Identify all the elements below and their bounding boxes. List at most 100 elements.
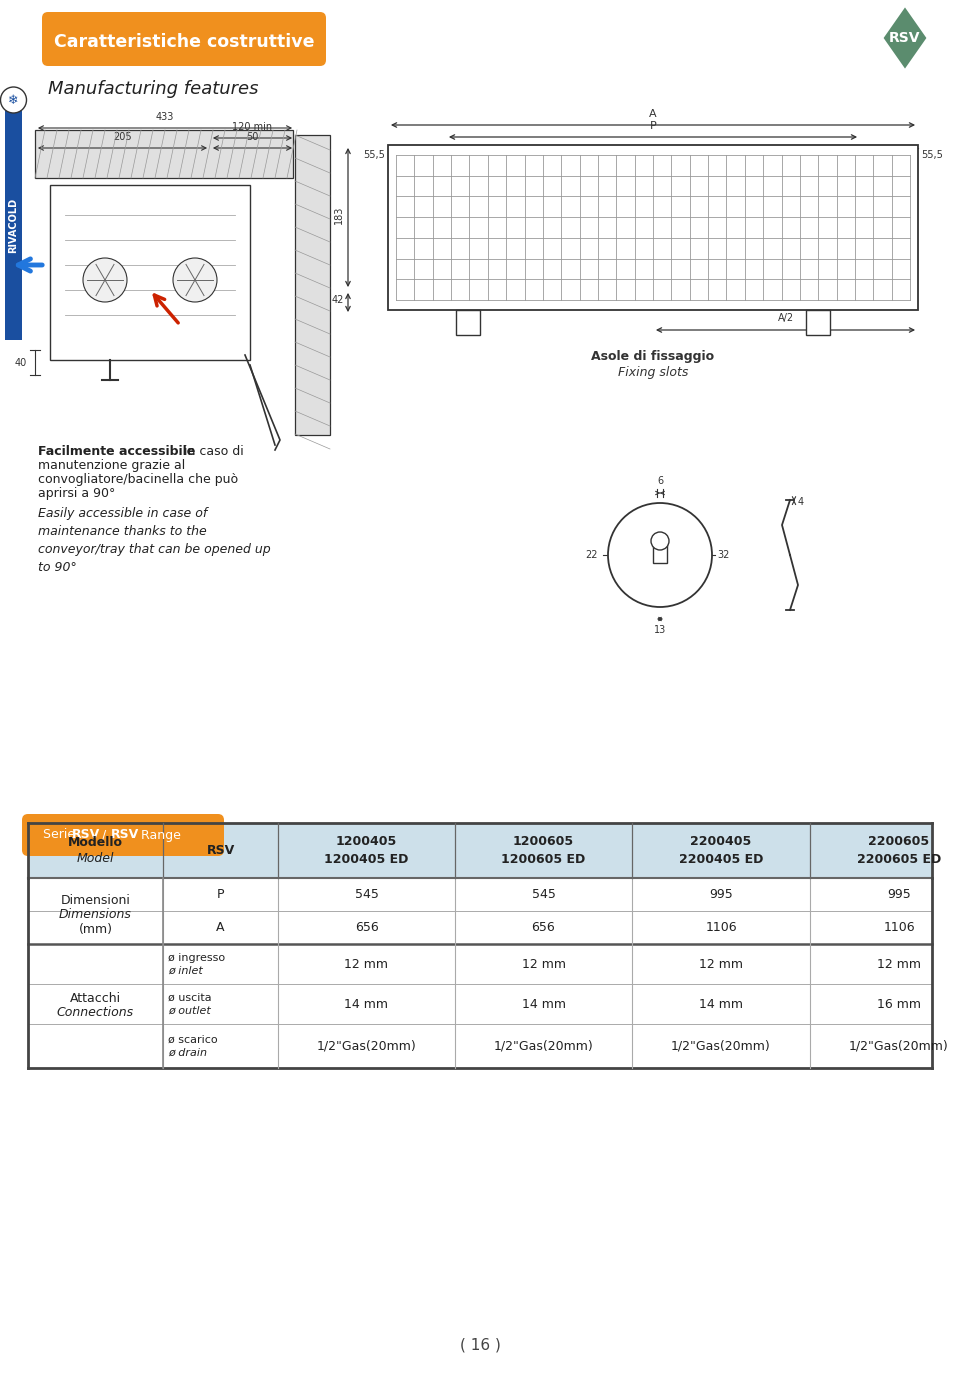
Bar [35,129,293,178]
Text: ø drain: ø drain [168,1049,207,1058]
Bar [28,878,932,1068]
Bar [295,135,330,435]
Circle shape [608,504,712,607]
Text: Manufacturing features: Manufacturing features [48,80,258,98]
Text: 1/2"Gas(20mm): 1/2"Gas(20mm) [850,1039,948,1053]
Text: 14 mm: 14 mm [345,998,389,1010]
Bar [456,310,480,334]
Text: Easily accessible in case of
maintenance thanks to the
conveyor/tray that can be: Easily accessible in case of maintenance… [38,506,271,574]
Text: 2200405: 2200405 [690,835,752,848]
FancyArrowPatch shape [155,294,179,323]
Text: P: P [217,888,225,901]
Text: RSV: RSV [111,828,139,842]
Text: 1106: 1106 [883,921,915,934]
Text: 656: 656 [354,921,378,934]
Text: Modello: Modello [68,837,123,849]
Text: /: / [98,828,110,842]
Bar [653,541,667,563]
Text: 995: 995 [709,888,732,901]
Text: 995: 995 [887,888,911,901]
Text: 1/2"Gas(20mm): 1/2"Gas(20mm) [493,1039,593,1053]
Text: 545: 545 [354,888,378,901]
Text: 205: 205 [113,132,132,142]
Text: ø scarico: ø scarico [168,1035,218,1044]
Text: Facilmente accessibile: Facilmente accessibile [38,444,195,458]
Text: ø outlet: ø outlet [168,1006,211,1015]
Text: (mm): (mm) [79,922,112,936]
Text: 22: 22 [586,550,598,560]
Text: 42: 42 [331,294,344,305]
Text: Model: Model [77,852,114,866]
Text: 2200605: 2200605 [869,835,929,848]
Text: 55,5: 55,5 [921,150,943,160]
Text: in caso di: in caso di [180,444,244,458]
Text: convogliatore/bacinella che può: convogliatore/bacinella che può [38,473,238,486]
Text: 55,5: 55,5 [363,150,385,160]
Text: 12 mm: 12 mm [345,958,389,970]
Text: RSV: RSV [206,843,234,857]
Text: Fixing slots: Fixing slots [618,366,688,378]
Text: Attacchi: Attacchi [70,992,121,1006]
Circle shape [173,259,217,301]
Circle shape [83,259,127,301]
Text: 1200605 ED: 1200605 ED [501,853,586,866]
Text: Connections: Connections [57,1006,134,1020]
Text: 14 mm: 14 mm [699,998,743,1010]
Text: Serie: Serie [43,828,79,842]
Text: 1/2"Gas(20mm): 1/2"Gas(20mm) [671,1039,771,1053]
Bar [388,144,918,310]
Bar [28,823,932,878]
Text: 1200405 ED: 1200405 ED [324,853,409,866]
Text: 6: 6 [657,476,663,486]
Text: ø inlet: ø inlet [168,966,203,976]
Text: 12 mm: 12 mm [699,958,743,970]
Text: 2200405 ED: 2200405 ED [679,853,763,866]
Bar [50,184,250,361]
FancyBboxPatch shape [22,815,224,856]
Text: ø uscita: ø uscita [168,993,211,1003]
Text: RSV: RSV [889,32,921,45]
Text: 13: 13 [654,625,666,634]
Text: RIVACOLD: RIVACOLD [9,197,18,253]
Text: 1200605: 1200605 [513,835,574,848]
Text: A: A [649,109,657,118]
Text: 12 mm: 12 mm [521,958,565,970]
Text: P: P [650,121,657,131]
Text: 40: 40 [14,358,27,367]
FancyArrowPatch shape [18,259,42,271]
Text: 2200605 ED: 2200605 ED [857,853,941,866]
Text: 1106: 1106 [706,921,737,934]
Text: 12 mm: 12 mm [877,958,921,970]
Text: ø ingresso: ø ingresso [168,954,226,963]
Text: 433: 433 [156,111,174,122]
Text: 1200405: 1200405 [336,835,397,848]
FancyBboxPatch shape [42,12,326,66]
Bar [5,110,22,340]
Text: 545: 545 [532,888,556,901]
Text: Caratteristiche costruttive: Caratteristiche costruttive [54,33,314,51]
Text: 120 min: 120 min [232,122,273,132]
Text: Dimensions: Dimensions [60,908,132,922]
Text: ( 16 ): ( 16 ) [460,1337,500,1353]
Text: A/2: A/2 [778,312,794,323]
Text: manutenzione grazie al: manutenzione grazie al [38,460,185,472]
Circle shape [651,533,669,550]
Bar [806,310,830,334]
Text: 1/2"Gas(20mm): 1/2"Gas(20mm) [317,1039,417,1053]
Text: 4: 4 [798,497,804,506]
Text: 16 mm: 16 mm [877,998,921,1010]
Text: ❄: ❄ [9,94,19,106]
Text: 14 mm: 14 mm [521,998,565,1010]
Polygon shape [882,6,928,72]
Text: 183: 183 [334,206,344,224]
Text: 32: 32 [717,550,730,560]
Text: Range: Range [137,828,180,842]
Text: A: A [216,921,225,934]
Text: Asole di fissaggio: Asole di fissaggio [591,350,714,363]
Text: aprirsi a 90°: aprirsi a 90° [38,487,115,499]
Text: Dimensioni: Dimensioni [60,894,131,908]
Text: 50: 50 [247,132,258,142]
Text: RSV: RSV [72,828,100,842]
Text: 656: 656 [532,921,556,934]
Circle shape [1,87,27,113]
